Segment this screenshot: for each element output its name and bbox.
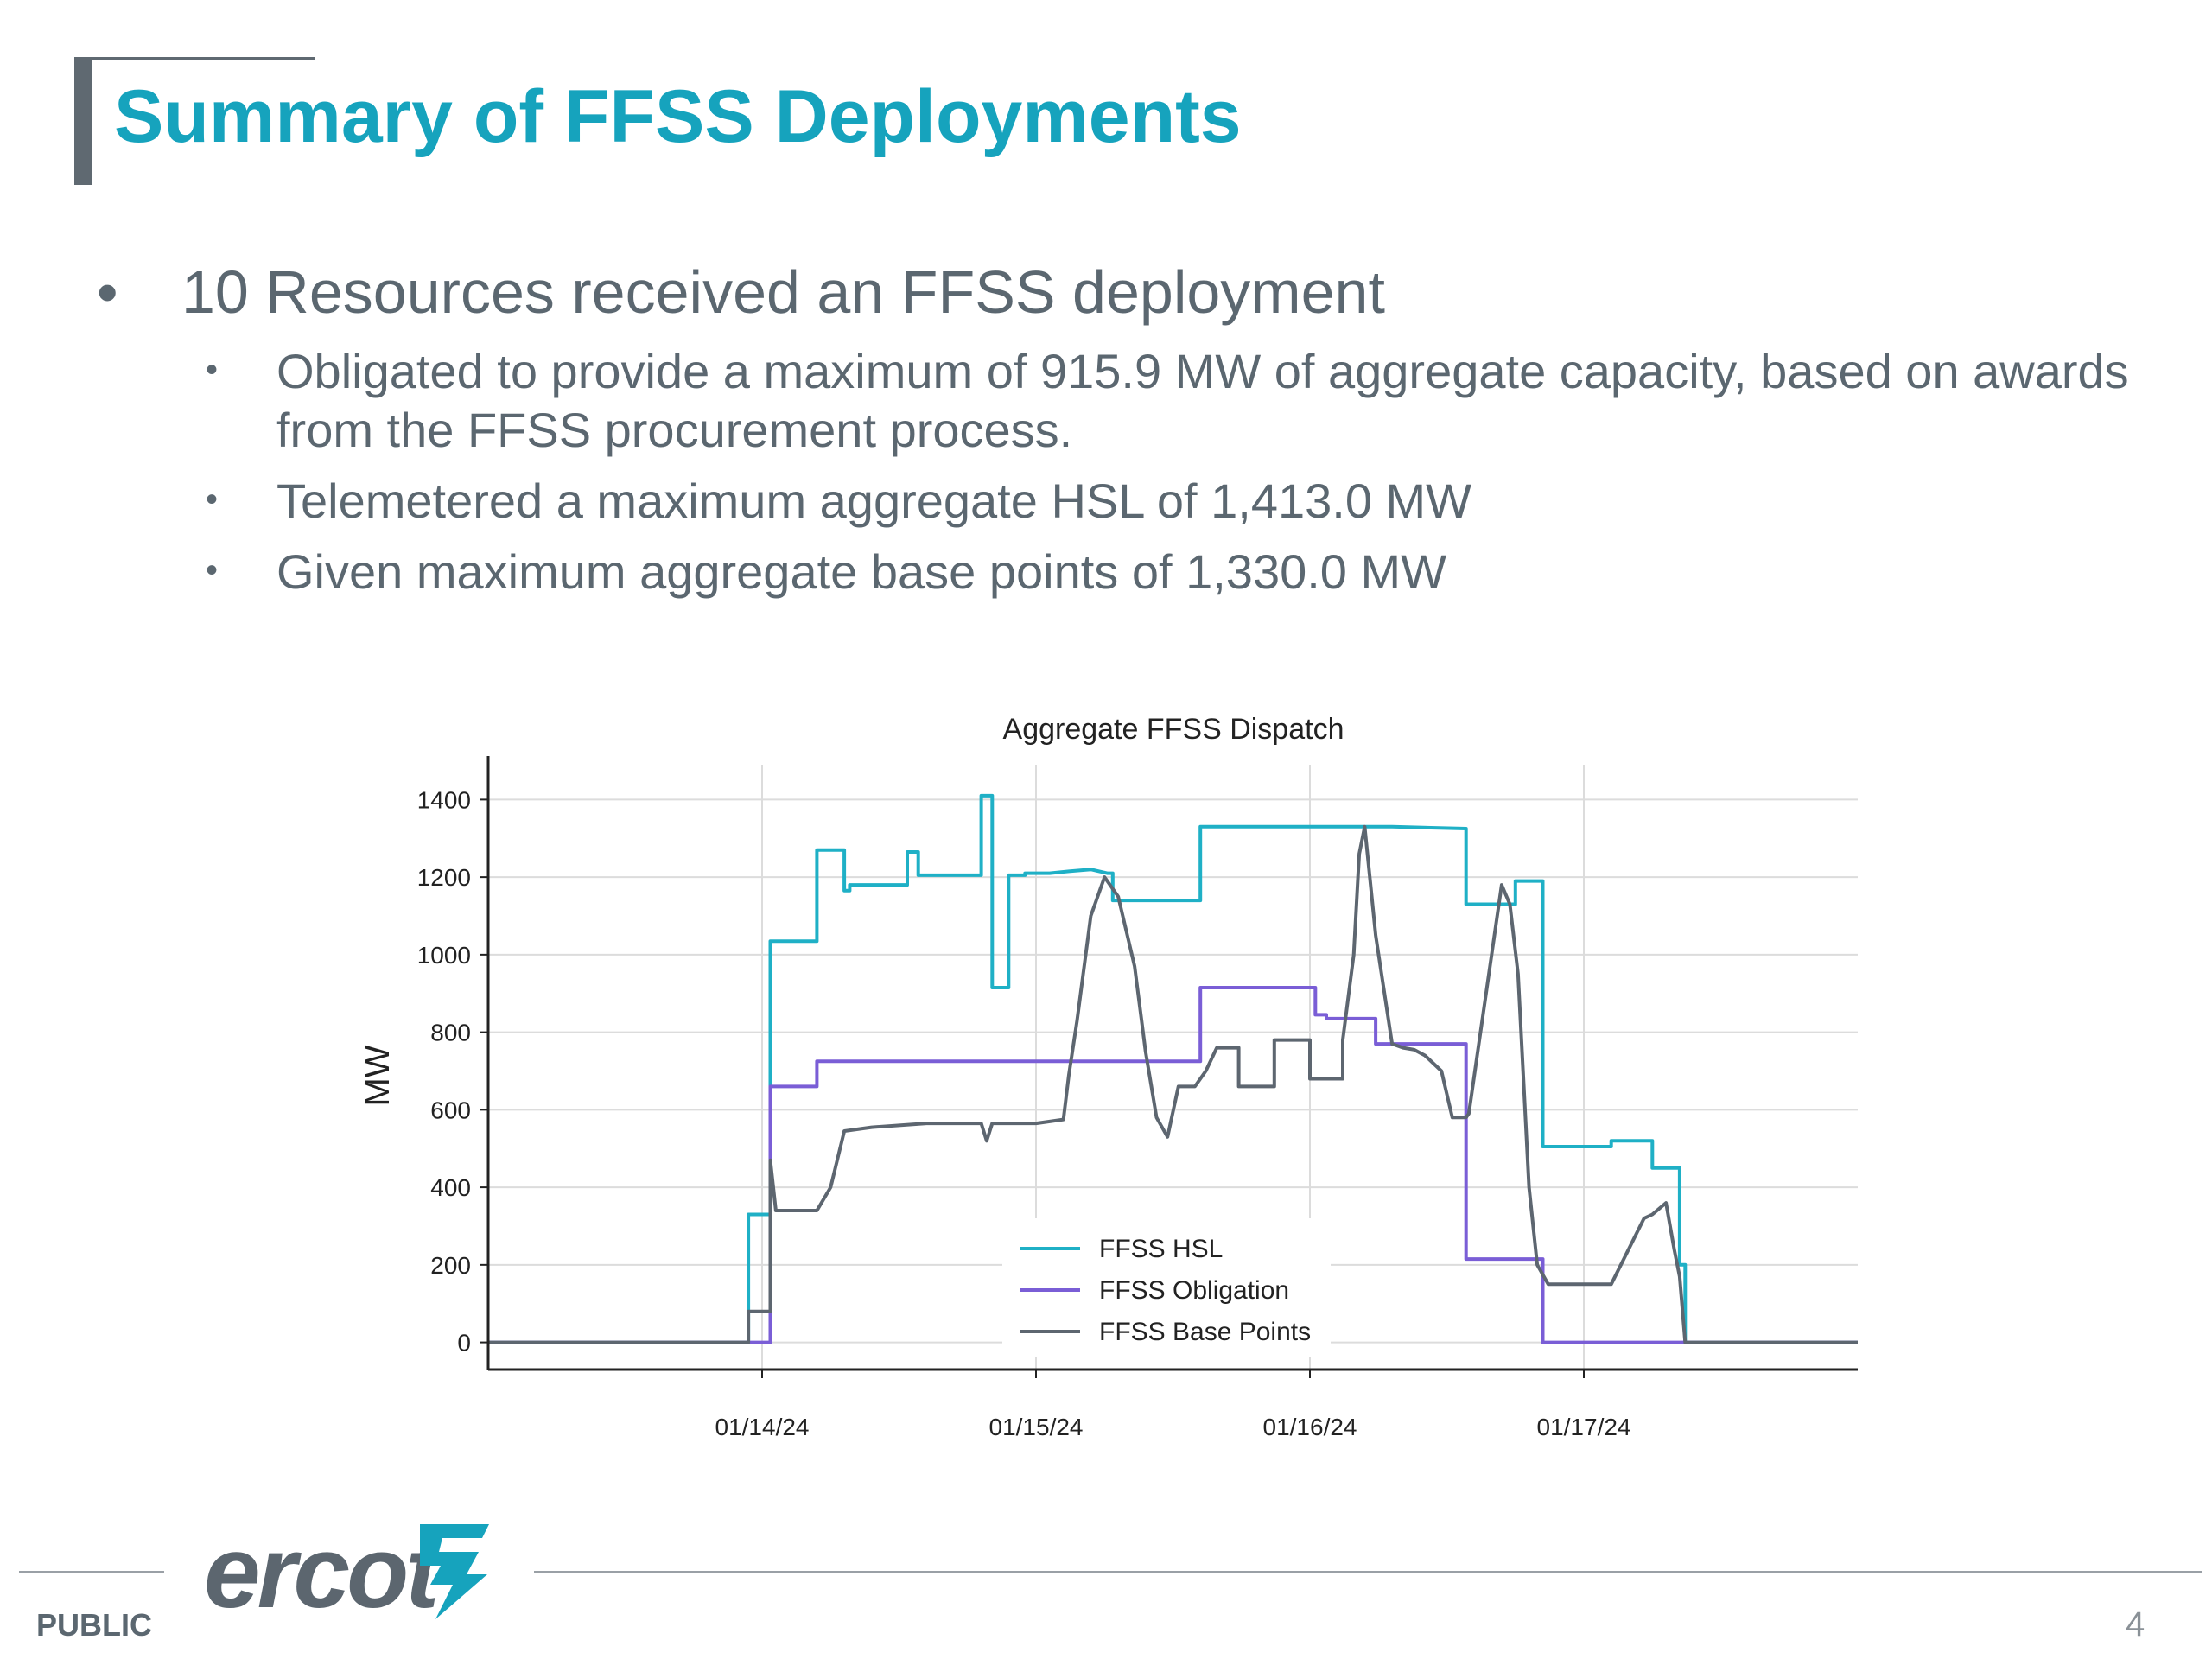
- subbullet-hsl: • Telemetered a maximum aggregate HSL of…: [86, 472, 2160, 531]
- page-number: 4: [2126, 1605, 2145, 1643]
- bullet-dot: •: [206, 351, 219, 389]
- subbullet-text: Obligated to provide a maximum of 915.9 …: [276, 344, 2129, 457]
- subbullet-obligation: • Obligated to provide a maximum of 915.…: [86, 342, 2160, 460]
- y-axis-label: MW: [359, 1045, 397, 1106]
- subbullet-basepoints: • Given maximum aggregate base points of…: [86, 543, 2160, 601]
- y-tick-label: 1400: [417, 786, 471, 813]
- chart-legend: FFSS HSL FFSS Obligation FFSS Base Points: [1002, 1218, 1331, 1357]
- footer-rule-right: [534, 1571, 2202, 1573]
- subbullet-text: Given maximum aggregate base points of 1…: [276, 544, 1447, 599]
- bullet-dot: •: [97, 258, 118, 326]
- dispatch-chart: 0 200 400 600 800 1000 1200 1400 01/14/24 01/15/2…: [337, 709, 1884, 1469]
- x-tick-label: 01/15/24: [989, 1414, 1084, 1440]
- x-tick-label: 01/14/24: [715, 1414, 810, 1440]
- bullet-dot: •: [206, 480, 219, 518]
- legend-label: FFSS HSL: [1099, 1235, 1223, 1263]
- dispatch-chart-svg: 0 200 400 600 800 1000 1200 1400 01/14/24 01/15/2…: [359, 713, 1858, 1440]
- chart-ticks: 0 200 400 600 800 1000 1200 1400 01/14/24 01/15/2…: [417, 786, 1631, 1440]
- footer-rule-left: [19, 1571, 164, 1573]
- y-tick-label: 200: [430, 1252, 471, 1279]
- bullet-dot: •: [206, 551, 219, 589]
- bullet-main: • 10 Resources received an FFSS deployme…: [86, 252, 2160, 332]
- chart-grid: [488, 765, 1858, 1370]
- subbullet-text: Telemetered a maximum aggregate HSL of 1…: [276, 474, 1472, 528]
- bullet-main-text: 10 Resources received an FFSS deployment: [181, 258, 1385, 326]
- x-tick-label: 01/17/24: [1537, 1414, 1631, 1440]
- title-accent-bar: [74, 57, 92, 185]
- legend-box: [1002, 1218, 1331, 1357]
- ercot-logo: ercot: [204, 1514, 515, 1635]
- y-tick-label: 600: [430, 1096, 471, 1123]
- title-accent-rule: [74, 57, 315, 60]
- y-tick-label: 400: [430, 1174, 471, 1201]
- y-tick-label: 800: [430, 1020, 471, 1046]
- slide-title: Summary of FFSS Deployments: [114, 75, 1242, 158]
- y-tick-label: 0: [457, 1330, 471, 1357]
- logo-bolt-icon: [420, 1524, 489, 1619]
- series-line-ffss-base-points: [488, 824, 1858, 1344]
- logo-wordmark: ercot: [204, 1516, 440, 1630]
- chart-axes: [486, 756, 1858, 1371]
- legend-label: FFSS Obligation: [1099, 1276, 1289, 1305]
- legend-label: FFSS Base Points: [1099, 1318, 1311, 1346]
- series-line-ffss-hsl: [488, 793, 1858, 1344]
- y-tick-label: 1000: [417, 942, 471, 969]
- chart-title: Aggregate FFSS Dispatch: [1003, 713, 1344, 746]
- classification-label: PUBLIC: [36, 1607, 152, 1643]
- bullet-list: • 10 Resources received an FFSS deployme…: [86, 252, 2160, 601]
- chart-series: [488, 793, 1858, 1344]
- series-line-ffss-obligation: [488, 986, 1858, 1344]
- x-tick-label: 01/16/24: [1263, 1414, 1357, 1440]
- y-tick-label: 1200: [417, 864, 471, 891]
